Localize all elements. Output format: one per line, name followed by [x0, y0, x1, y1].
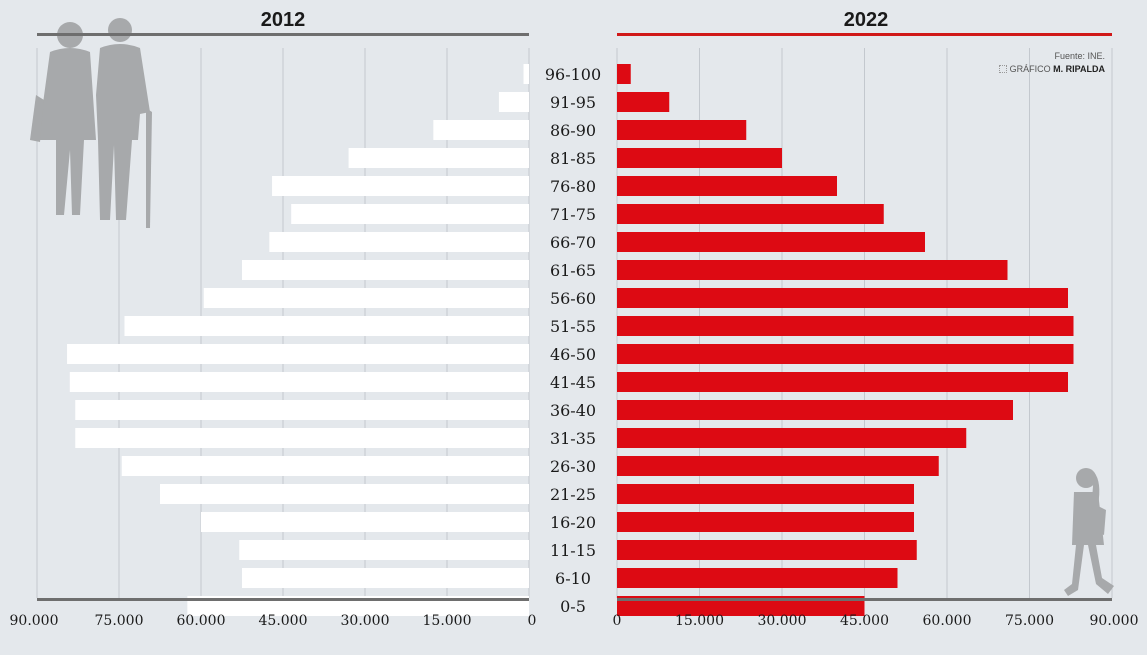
bar-2022	[617, 428, 967, 448]
bar-2022	[617, 148, 782, 168]
age-label: 81-85	[550, 149, 596, 168]
age-label: 86-90	[550, 121, 596, 140]
bar-2012	[75, 428, 530, 448]
tick-label-2012: 30.000	[341, 613, 390, 629]
age-label: 71-75	[550, 205, 596, 224]
bar-2012	[201, 512, 529, 532]
author-name: M. RIPALDA	[1053, 64, 1105, 74]
bar-2012	[242, 260, 529, 280]
bar-2022	[617, 400, 1013, 420]
age-label: 26-30	[550, 457, 596, 476]
chart-credit: Fuente: INE. GRÁFICO M. RIPALDA	[998, 50, 1105, 76]
bar-2022	[617, 316, 1074, 336]
header-2022-rule	[617, 33, 1112, 36]
author-prefix: GRÁFICO	[1009, 64, 1051, 74]
bar-2022	[617, 260, 1008, 280]
axis-ticks: 90.000 75.000 60.000 45.000 30.000 15.000 0 0 15…	[10, 613, 1139, 629]
header-2022: 2022	[844, 9, 889, 31]
bar-2022	[617, 344, 1074, 364]
age-label: 76-80	[550, 177, 596, 196]
bar-2012	[121, 456, 529, 476]
bar-2022	[617, 456, 939, 476]
tick-label-2012: 60.000	[177, 613, 226, 629]
header-2012-rule	[37, 33, 529, 36]
age-label: 31-35	[550, 429, 596, 448]
bar-2012	[239, 540, 529, 560]
bar-2012	[242, 568, 529, 588]
tick-label-2022: 0	[613, 613, 622, 629]
tick-label-2012: 90.000	[10, 613, 59, 629]
bar-2022	[617, 568, 898, 588]
tick-label-2022: 60.000	[923, 613, 972, 629]
bar-2012	[433, 120, 529, 140]
age-label: 66-70	[550, 233, 596, 252]
header-2012: 2012	[261, 9, 306, 31]
tick-label-2012: 45.000	[259, 613, 308, 629]
bar-2022	[617, 120, 747, 140]
bar-2012	[523, 64, 529, 84]
tick-label-2012: 0	[528, 613, 537, 629]
tick-label-2022: 15.000	[675, 613, 724, 629]
bar-2012	[269, 232, 529, 252]
bar-2012	[69, 372, 530, 392]
bar-2012	[124, 316, 529, 336]
tick-label-2022: 75.000	[1005, 613, 1054, 629]
age-label: 21-25	[550, 485, 596, 504]
age-label: 41-45	[550, 373, 596, 392]
bar-2012	[291, 204, 529, 224]
axis-rule-2012	[37, 598, 529, 601]
child-icon	[1064, 468, 1114, 596]
age-label: 6-10	[555, 569, 591, 588]
bar-2022	[617, 232, 925, 252]
age-label: 91-95	[550, 93, 596, 112]
bar-2022	[617, 512, 914, 532]
age-label: 51-55	[550, 317, 596, 336]
bar-2022	[617, 204, 884, 224]
age-label: 46-50	[550, 345, 596, 364]
age-labels: 0-5 6-10 11-15 16-20 21-25 26-30 31-35 36-40 41-…	[545, 65, 601, 616]
bar-2022	[617, 92, 670, 112]
axis-rule-2022	[617, 598, 1112, 601]
source-text: Fuente: INE.	[1054, 51, 1105, 61]
bar-2022	[617, 176, 837, 196]
age-label: 96-100	[545, 65, 601, 84]
age-label: 36-40	[550, 401, 596, 420]
age-label: 0-5	[560, 597, 586, 616]
bar-2022	[617, 288, 1068, 308]
age-label: 61-65	[550, 261, 596, 280]
bar-2022	[617, 64, 631, 84]
bar-2012	[203, 288, 529, 308]
bar-2012	[67, 344, 530, 364]
elderly-couple-icon	[30, 18, 152, 228]
bar-2022	[617, 372, 1068, 392]
bar-2022	[617, 484, 914, 504]
bar-2012	[160, 484, 529, 504]
bar-2012	[75, 400, 530, 420]
tick-label-2012: 15.000	[423, 613, 472, 629]
square-icon	[998, 65, 1007, 73]
tick-label-2022: 90.000	[1090, 613, 1139, 629]
bar-2012	[498, 92, 529, 112]
tick-label-2012: 75.000	[95, 613, 144, 629]
bars	[67, 64, 1074, 616]
bar-2012	[272, 176, 529, 196]
age-label: 16-20	[550, 513, 596, 532]
tick-label-2022: 30.000	[758, 613, 807, 629]
tick-label-2022: 45.000	[840, 613, 889, 629]
age-label: 11-15	[550, 541, 596, 560]
author-line: GRÁFICO M. RIPALDA	[998, 63, 1105, 76]
bar-2012	[348, 148, 529, 168]
age-label: 56-60	[550, 289, 596, 308]
bar-2022	[617, 540, 917, 560]
